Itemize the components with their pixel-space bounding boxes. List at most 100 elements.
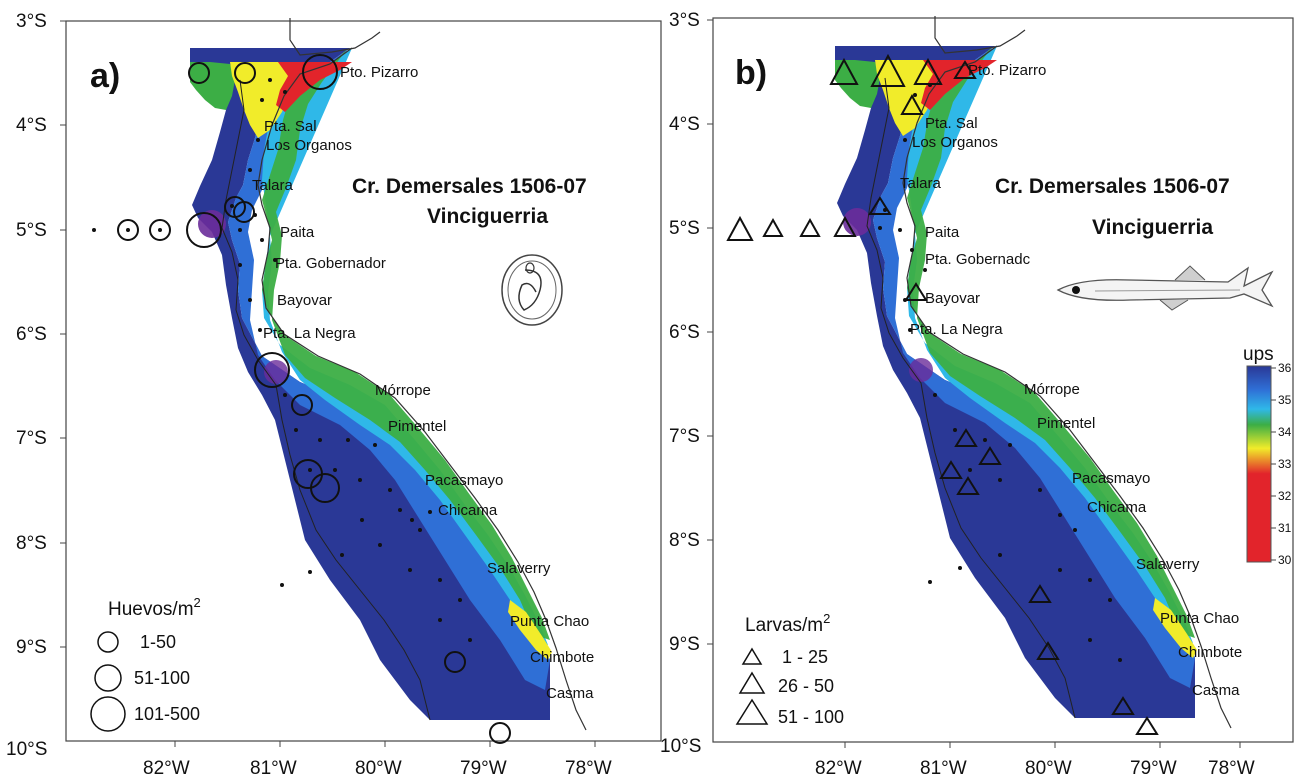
place-label: Bayovar [925,290,980,307]
legend-circle-small [97,631,119,653]
legend-b: Larvas/m2 1 - 25 26 - 50 51 - 100 [735,611,844,727]
lat-axis-a: 3°S 4°S 5°S 6°S 7°S 8°S 9°S 10°S [6,11,66,760]
colorbar-tick: 35 [1278,393,1292,407]
place-label: Chimbote [1178,644,1242,661]
lon-tick-label: 78°W [565,758,612,779]
place-label: Talara [252,177,294,194]
colorbar-tick: 34 [1278,425,1292,439]
place-label: Pto. Pizarro [340,64,418,81]
panel-b: Pto. Pizarro Pta. Sal Los Organos Talara… [660,10,1294,779]
place-label: Casma [546,685,594,702]
legend-circle-large [90,696,126,732]
lat-axis-b: 3°S 4°S 5°S 6°S 7°S 8°S 9°S 10°S [660,10,713,757]
place-label: Mórrope [375,382,431,399]
lat-tick-label: 9°S [16,637,47,658]
lat-tick-label: 6°S [669,322,700,343]
lat-tick-label: 3°S [16,11,47,32]
lon-tick-label: 82°W [143,758,190,779]
place-label: Los Organos [912,134,998,151]
lon-tick-label: 79°W [460,758,507,779]
place-label: Salaverry [487,560,551,577]
legend-title-a: Huevos/m [108,599,194,620]
legend-triangle-medium [738,671,766,694]
legend-class-label: 1 - 25 [782,647,828,667]
legend-class-label: 26 - 50 [778,676,834,696]
lon-axis-a: 82°W 81°W 80°W 79°W 78°W [143,741,612,779]
place-label: Los Organos [266,137,352,154]
lat-tick-label: 8°S [669,530,700,551]
place-label: Pta. Gobernador [275,255,386,272]
legend-title-b: Larvas/m [745,615,823,636]
legend-sup-a: 2 [194,595,201,610]
place-label: Pimentel [1037,415,1095,432]
place-label: Pacasmayo [1072,470,1150,487]
legend-triangle-large [735,698,769,725]
lon-tick-label: 81°W [250,758,297,779]
lat-tick-label: 3°S [669,10,700,31]
salinity-colorbar: ups 36 35 34 33 32 31 30 [1243,344,1292,567]
place-label: Pto. Pizarro [968,62,1046,79]
place-label: Punta Chao [1160,610,1239,627]
legend-triangle-small [741,647,763,665]
lat-tick-label: 5°S [16,220,47,241]
place-label: Chimbote [530,649,594,666]
place-label: Salaverry [1136,556,1200,573]
place-label: Pta. La Negra [263,325,356,342]
lon-tick-label: 80°W [355,758,402,779]
lat-tick-label: 6°S [16,324,47,345]
legend-class-label: 51-100 [134,668,190,688]
place-names-b: Pto. Pizarro Pta. Sal Los Organos Talara… [900,62,1242,699]
lat-tick-label: 8°S [16,533,47,554]
fish-larva-icon [1056,265,1274,311]
lat-tick-label: 7°S [16,428,47,449]
panel-title-a: Cr. Demersales 1506-07 [352,175,587,198]
legend-sup-b: 2 [823,611,830,626]
colorbar-tick: 30 [1278,553,1292,567]
colorbar-tick: 36 [1278,361,1292,375]
lon-tick-label: 82°W [815,758,862,779]
place-label: Punta Chao [510,613,589,630]
lon-axis-b: 82°W 81°W 80°W 79°W 78°W [815,742,1255,779]
station-dots-a [92,78,472,642]
lon-tick-label: 80°W [1025,758,1072,779]
place-label: Chicama [438,502,498,519]
legend-class-label: 101-500 [134,704,200,724]
colorbar-title: ups [1243,344,1274,365]
place-label: Paita [280,224,315,241]
panel-subtitle-b: Vinciguerria [1092,216,1213,239]
place-names-a: Pto. Pizarro Pta. Sal Los Organos Talara… [252,64,594,702]
place-label: Pta. La Negra [910,321,1003,338]
lat-tick-label: 10°S [660,736,701,757]
place-label: Chicama [1087,499,1147,516]
svg-text:Larvas/m2: Larvas/m2 [745,611,830,636]
colorbar-tick: 32 [1278,489,1292,503]
place-label: Pta. Sal [925,115,978,132]
place-label: Pta. Sal [264,118,317,135]
panel-title-b: Cr. Demersales 1506-07 [995,175,1230,198]
lon-tick-label: 78°W [1208,758,1255,779]
colorbar-tick: 31 [1278,521,1292,535]
place-label: Talara [900,175,942,192]
station-dots-b [878,83,1122,662]
panel-subtitle-a: Vinciguerria [427,205,548,228]
fish-egg-icon [501,254,563,326]
colorbar-tick: 33 [1278,457,1292,471]
legend-class-label: 1-50 [140,632,176,652]
place-label: Pacasmayo [425,472,503,489]
lat-tick-label: 9°S [669,634,700,655]
colorbar-ramp [1246,365,1272,563]
panel-label-a: a) [90,57,120,95]
egg-circles [117,54,511,744]
lon-tick-label: 81°W [920,758,967,779]
place-label: Mórrope [1024,381,1080,398]
place-label: Bayovar [277,292,332,309]
lat-tick-label: 5°S [669,218,700,239]
legend-a: Huevos/m2 1-50 51-100 101-500 [90,595,201,732]
place-label: Pta. Gobernadc [925,251,1031,268]
lat-tick-label: 10°S [6,739,47,760]
svg-text:Huevos/m2: Huevos/m2 [108,595,201,620]
place-label: Casma [1192,682,1240,699]
place-label: Paita [925,224,960,241]
panel-a: Pto. Pizarro Pta. Sal Los Organos Talara… [6,11,662,779]
